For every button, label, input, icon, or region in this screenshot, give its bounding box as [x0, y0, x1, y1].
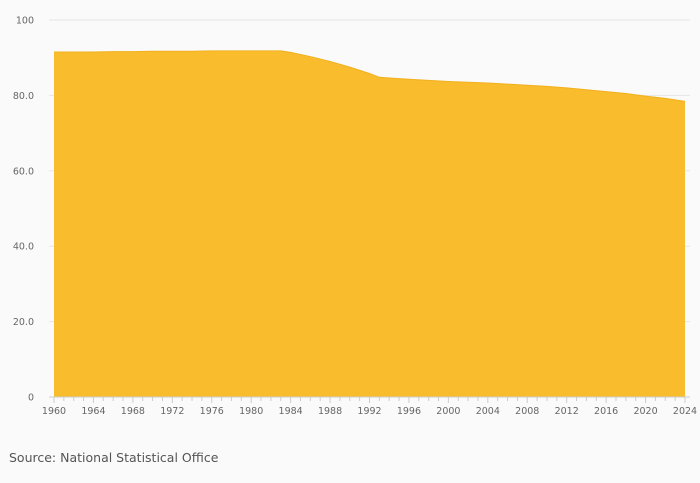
x-tick-label: 1964: [81, 406, 105, 417]
x-tick-label: 1972: [160, 406, 184, 417]
x-tick-label: 2000: [436, 406, 460, 417]
area-series: [54, 50, 686, 397]
x-tick-label: 2012: [555, 406, 579, 417]
x-tick-label: 1968: [121, 406, 145, 417]
y-tick-label: 40.0: [13, 242, 34, 253]
y-tick-label: 20.0: [13, 317, 34, 328]
y-tick-label: 60.0: [13, 166, 34, 177]
x-tick-label: 2008: [515, 406, 539, 417]
x-axis-tick-labels: 1960 1964 1968 1972 1976 1980 1984 1988 1992 1996…: [42, 406, 697, 417]
x-tick-label: 1984: [279, 406, 303, 417]
x-tick-label: 1980: [239, 406, 263, 417]
y-tick-label: 80.0: [13, 91, 34, 102]
x-axis: [49, 396, 690, 403]
x-tick-label: 1976: [200, 406, 224, 417]
source-note: Source: National Statistical Office: [9, 450, 219, 465]
y-tick-label: 100: [16, 16, 34, 27]
area-line: [54, 50, 686, 102]
y-axis-tick-labels: 0 20.0 40.0 60.0 80.0 100: [13, 16, 34, 404]
area-fill: [54, 50, 685, 397]
x-tick-label: 2020: [633, 406, 657, 417]
x-tick-label: 2004: [476, 406, 500, 417]
x-tick-label: 1996: [397, 406, 421, 417]
x-tick-label: 1992: [357, 406, 381, 417]
x-tick-label: 1988: [318, 406, 342, 417]
x-tick-label: 2024: [673, 406, 697, 417]
x-tick-label: 2016: [594, 406, 618, 417]
y-tick-label: 0: [28, 393, 34, 404]
x-tick-label: 1960: [42, 406, 66, 417]
